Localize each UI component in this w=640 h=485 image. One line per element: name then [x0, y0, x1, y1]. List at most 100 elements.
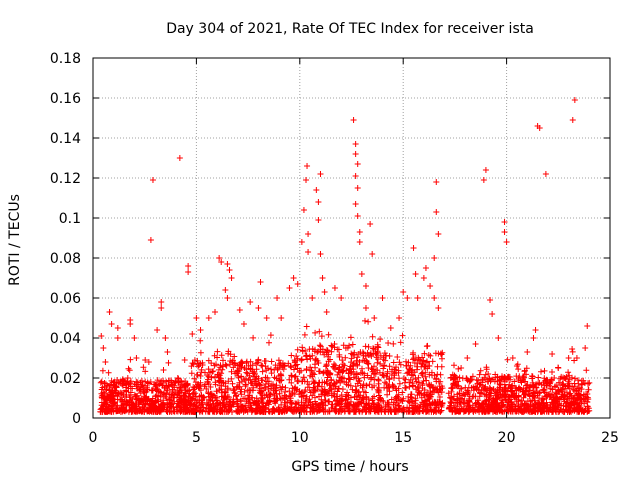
data-point — [100, 345, 107, 351]
data-point — [338, 295, 345, 301]
x-tick-label: 5 — [192, 430, 201, 446]
data-point — [162, 335, 169, 341]
grid-layer — [93, 58, 610, 418]
data-point — [164, 349, 171, 355]
data-point — [352, 201, 359, 207]
data-point — [447, 375, 454, 381]
data-point — [367, 221, 374, 227]
data-point — [158, 305, 165, 311]
x-axis-label: GPS time / hours — [291, 459, 408, 475]
data-point — [212, 309, 219, 315]
data-point — [205, 315, 212, 321]
data-point — [313, 187, 320, 193]
data-point — [106, 309, 113, 315]
data-point — [354, 185, 361, 191]
data-point — [410, 245, 417, 251]
data-point — [354, 213, 361, 219]
x-tick-label: 20 — [498, 430, 516, 446]
data-point — [226, 267, 233, 273]
data-point — [298, 239, 305, 245]
data-point — [472, 341, 479, 347]
data-point — [218, 259, 225, 265]
data-point — [290, 275, 297, 281]
data-point — [255, 305, 262, 311]
data-point — [555, 365, 562, 371]
data-point — [480, 177, 487, 183]
data-point — [400, 289, 407, 295]
data-point — [387, 325, 394, 331]
data-point — [176, 155, 183, 161]
data-point — [131, 335, 138, 341]
y-tick-label: 0.14 — [50, 131, 81, 147]
data-point — [127, 321, 134, 327]
data-point — [536, 125, 543, 131]
data-point — [319, 275, 326, 281]
data-point — [422, 265, 429, 271]
data-points-layer — [98, 97, 591, 389]
data-point — [185, 269, 192, 275]
data-point — [584, 323, 591, 329]
data-point — [503, 239, 510, 245]
data-point — [414, 295, 421, 301]
data-point — [228, 275, 235, 281]
data-point — [501, 219, 508, 225]
data-point — [185, 263, 192, 269]
y-axis-label: ROTI / TECUs — [7, 194, 23, 286]
data-point — [102, 359, 109, 365]
data-point — [582, 345, 589, 351]
y-tick-label: 0.18 — [50, 51, 81, 67]
y-tick-label: 0.06 — [50, 291, 81, 307]
data-point — [224, 261, 231, 267]
data-point — [542, 171, 549, 177]
y-tick-label: 0.08 — [50, 251, 81, 267]
data-point — [278, 315, 285, 321]
data-point — [495, 335, 502, 341]
data-point — [286, 285, 293, 291]
data-point — [315, 199, 322, 205]
data-point — [263, 315, 270, 321]
dense-data-cloud — [97, 317, 593, 415]
y-tick-label: 0.04 — [50, 331, 81, 347]
data-point — [362, 283, 369, 289]
data-point — [331, 285, 338, 291]
data-point — [565, 355, 572, 361]
data-point — [356, 239, 363, 245]
data-point — [435, 305, 442, 311]
data-point — [530, 335, 537, 341]
data-point — [305, 249, 312, 255]
x-tick-label: 10 — [291, 430, 309, 446]
data-point — [513, 363, 520, 369]
data-point — [404, 295, 411, 301]
data-point — [114, 335, 121, 341]
y-tick-label: 0 — [72, 411, 81, 427]
data-point — [303, 177, 310, 183]
data-point — [433, 179, 440, 185]
data-point — [571, 97, 578, 103]
data-point — [236, 307, 243, 313]
data-point — [352, 151, 359, 157]
data-point — [174, 375, 181, 381]
data-point — [108, 321, 115, 327]
data-point — [524, 349, 531, 355]
data-point — [133, 355, 140, 361]
data-point — [350, 117, 357, 123]
data-point — [154, 327, 161, 333]
data-point — [358, 271, 365, 277]
data-point — [356, 229, 363, 235]
data-point — [274, 295, 281, 301]
data-point — [435, 231, 442, 237]
data-point — [240, 321, 247, 327]
dense-point-cloud — [97, 317, 593, 415]
data-point — [573, 355, 580, 361]
data-point — [315, 217, 322, 223]
data-point — [549, 351, 556, 357]
data-point — [317, 171, 324, 177]
data-point — [294, 281, 301, 287]
data-point — [147, 237, 154, 243]
data-point — [412, 271, 419, 277]
data-point — [482, 167, 489, 173]
data-point — [352, 141, 359, 147]
chart-title: Day 304 of 2021, Rate Of TEC Index for r… — [166, 21, 534, 37]
data-point — [362, 305, 369, 311]
